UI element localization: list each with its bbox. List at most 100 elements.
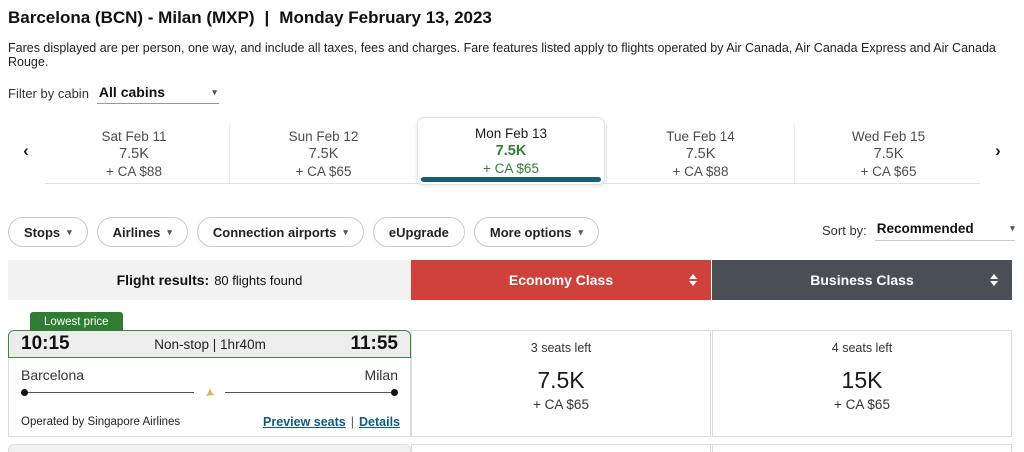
more-options-filter-button[interactable]: More options ▾	[473, 217, 600, 247]
date-tab-points: 7.5K	[685, 146, 716, 162]
stops-filter-button[interactable]: Stops ▾	[8, 217, 88, 247]
pill-label: eUpgrade	[388, 224, 449, 240]
date-tab-date: Mon Feb 13	[474, 126, 548, 141]
destination-dot	[391, 389, 398, 396]
business-fare-cell[interactable]: 4 seats left 15K + CA $65	[712, 330, 1012, 437]
date-tab-points: 7.5K	[495, 143, 527, 159]
date-tab-cash: + CA $65	[483, 161, 539, 176]
date-tab-points: 7.5K	[308, 146, 339, 162]
next-flight-card-partial[interactable]	[8, 444, 411, 452]
date-tab-points: 7.5K	[119, 146, 149, 162]
business-cash-price: + CA $65	[834, 397, 890, 412]
flight-results-label: Flight results:	[116, 272, 210, 288]
chevron-down-icon: ▾	[67, 226, 72, 237]
sort-toggle-icon	[689, 274, 697, 286]
sort-by-label: Sort by:	[822, 223, 867, 238]
sort-toggle-icon	[990, 274, 998, 286]
duration-label: 1hr40m	[220, 336, 266, 352]
preview-seats-link[interactable]: Preview seats	[263, 415, 346, 429]
operated-by-label: Operated by Singapore Airlines	[21, 416, 181, 428]
connection-airports-filter-button[interactable]: Connection airports ▾	[196, 217, 364, 247]
pill-label: More options	[489, 224, 572, 240]
departure-time: 10:15	[21, 333, 70, 354]
pill-label: Connection airports	[212, 224, 337, 240]
singapore-airlines-logo-icon	[205, 386, 215, 397]
airlines-filter-button[interactable]: Airlines ▾	[96, 217, 188, 247]
destination-city: Milan	[364, 367, 398, 383]
pill-label: Airlines	[112, 224, 161, 240]
info-separator: |	[212, 336, 217, 352]
date-tab-cash: + CA $88	[672, 164, 729, 179]
details-link[interactable]: Details	[359, 415, 400, 429]
flight-time-row: 10:15 Non-stop | 1hr40m 11:55	[8, 330, 411, 358]
date-tab-sun-feb-12[interactable]: Sun Feb 12 7.5K + CA $65	[229, 125, 417, 183]
date-tab-date: Wed Feb 15	[851, 129, 926, 144]
carousel-prev-button[interactable]: ‹	[23, 141, 29, 160]
next-economy-fare-cell-partial[interactable]	[411, 444, 711, 452]
date-tab-date: Sat Feb 11	[101, 129, 167, 144]
flight-results-summary: Flight results: 80 flights found	[8, 260, 411, 300]
page-title: Barcelona (BCN) - Milan (MXP) | Monday Feb…	[8, 8, 492, 28]
chevron-down-icon: ▾	[167, 226, 172, 237]
flight-card-footer: Operated by Singapore Airlines Preview s…	[9, 415, 412, 429]
route-line	[9, 383, 410, 400]
pill-label: Stops	[24, 224, 61, 240]
date-tab-points: 7.5K	[873, 146, 904, 162]
route-segment	[28, 392, 194, 393]
date-carousel: ‹ Sat Feb 11 7.5K + CA $88 Sun Feb 12 7.…	[0, 117, 1024, 187]
route-title: Barcelona (BCN) - Milan (MXP)	[8, 8, 255, 27]
date-tab-cash: + CA $65	[860, 164, 917, 179]
chevron-down-icon: ▾	[1010, 223, 1015, 233]
filter-pills: Stops ▾ Airlines ▾ Connection airports ▾…	[8, 217, 600, 247]
chevron-down-icon: ▾	[212, 87, 217, 97]
stops-and-duration: Non-stop | 1hr40m	[70, 337, 351, 352]
eupgrade-filter-button[interactable]: eUpgrade	[372, 217, 465, 247]
date-tab-wed-feb-15[interactable]: Wed Feb 15 7.5K + CA $65	[794, 125, 982, 183]
sort-select[interactable]: Recommended ▾	[874, 221, 1015, 241]
column-header-label: Economy Class	[508, 272, 614, 288]
economy-seats-left: 3 seats left	[530, 341, 592, 355]
date-title: Monday February 13, 2023	[279, 8, 492, 27]
business-seats-left: 4 seats left	[831, 341, 893, 355]
lowest-price-badge: Lowest price	[30, 312, 123, 331]
date-tab-mon-feb-13-selected[interactable]: Mon Feb 13 7.5K + CA $65	[417, 117, 605, 185]
date-tab-cash: + CA $88	[106, 164, 162, 179]
economy-points-price: 7.5K	[537, 367, 585, 393]
origin-city: Barcelona	[21, 367, 85, 383]
links-separator: |	[350, 415, 354, 429]
fare-disclaimer: Fares displayed are per person, one way,…	[8, 41, 996, 69]
business-class-column-header[interactable]: Business Class	[712, 260, 1012, 300]
origin-dot	[21, 389, 28, 396]
date-tab-cash: + CA $65	[295, 164, 352, 179]
chevron-down-icon: ▾	[578, 226, 584, 237]
stops-label: Non-stop	[154, 336, 209, 352]
title-separator: |	[264, 8, 270, 27]
date-tab-date: Sun Feb 12	[288, 129, 359, 144]
cabin-filter-label: Filter by cabin	[8, 86, 89, 101]
economy-class-column-header[interactable]: Economy Class	[411, 260, 711, 300]
flight-links: Preview seats | Details	[263, 415, 400, 429]
date-tab-sat-feb-11[interactable]: Sat Feb 11 7.5K + CA $88	[40, 125, 228, 183]
column-header-label: Business Class	[810, 272, 914, 288]
business-points-price: 15K	[841, 367, 883, 393]
cabin-filter-row: Filter by cabin All cabins ▾	[8, 84, 219, 104]
flight-results-count: 80 flights found	[214, 272, 303, 288]
cabin-filter-value: All cabins	[98, 84, 166, 100]
date-tab-date: Tue Feb 14	[666, 129, 735, 144]
cabin-filter-select[interactable]: All cabins ▾	[96, 84, 219, 104]
next-business-fare-cell-partial[interactable]	[712, 444, 1012, 452]
flight-details-card: 10:15 Non-stop | 1hr40m 11:55 Barcelona …	[8, 330, 411, 437]
sort-row: Sort by: Recommended ▾	[822, 221, 1015, 241]
arrival-time: 11:55	[350, 333, 398, 354]
date-tab-tue-feb-14[interactable]: Tue Feb 14 7.5K + CA $88	[606, 125, 794, 183]
carousel-next-button[interactable]: ›	[995, 141, 1001, 160]
route-box: Barcelona Milan Operated by Singapore Ai…	[8, 358, 411, 437]
route-cities: Barcelona Milan	[9, 358, 410, 383]
selected-tab-indicator	[421, 177, 601, 182]
economy-cash-price: + CA $65	[533, 397, 589, 412]
chevron-down-icon: ▾	[343, 226, 348, 237]
route-segment	[225, 392, 391, 393]
economy-fare-cell[interactable]: 3 seats left 7.5K + CA $65	[411, 330, 711, 437]
sort-value: Recommended	[876, 221, 974, 236]
